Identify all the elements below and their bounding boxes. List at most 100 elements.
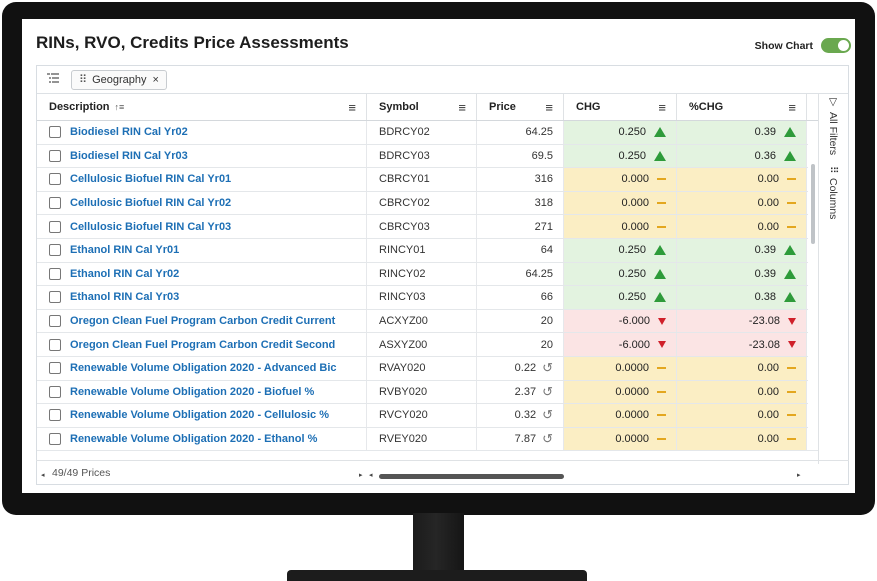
column-menu-icon[interactable]: ≡ xyxy=(788,99,796,115)
row-checkbox[interactable] xyxy=(49,197,61,210)
page-title: RINs, RVO, Credits Price Assessments xyxy=(36,33,349,52)
description-link[interactable]: Renewable Volume Obligation 2020 - Ethan… xyxy=(70,433,318,446)
row-checkbox[interactable] xyxy=(49,362,61,375)
column-header-pchg[interactable]: %CHG ≡ xyxy=(677,94,807,120)
row-checkbox[interactable] xyxy=(49,409,61,422)
table-row[interactable]: Renewable Volume Obligation 2020 - Biofu… xyxy=(37,380,819,405)
history-icon[interactable]: ↺ xyxy=(542,431,553,447)
price-value: 66 xyxy=(540,291,553,304)
price-grid: ⠿ Geography × Description ↑≡ ≡ Symbol ≡ xyxy=(36,65,849,485)
row-checkbox[interactable] xyxy=(49,173,61,186)
description-cell: Renewable Volume Obligation 2020 - Advan… xyxy=(37,356,367,380)
description-link[interactable]: Ethanol RIN Cal Yr03 xyxy=(70,291,180,304)
history-icon[interactable]: ↺ xyxy=(542,360,553,376)
row-checkbox[interactable] xyxy=(49,126,61,139)
description-link[interactable]: Cellulosic Biofuel RIN Cal Yr01 xyxy=(70,173,232,186)
row-checkbox[interactable] xyxy=(49,149,61,162)
horizontal-scroll-thumb[interactable] xyxy=(379,474,564,479)
arrow-up-icon xyxy=(784,150,796,161)
description-link[interactable]: Renewable Volume Obligation 2020 - Advan… xyxy=(70,362,337,375)
description-cell: Oregon Clean Fuel Program Carbon Credit … xyxy=(37,309,367,333)
no-change-dash-icon xyxy=(657,178,666,181)
column-menu-icon[interactable]: ≡ xyxy=(658,99,666,115)
table-row[interactable]: Cellulosic Biofuel RIN Cal Yr02 CBRCY02 … xyxy=(37,191,819,216)
description-link[interactable]: Biodiesel RIN Cal Yr03 xyxy=(70,149,188,162)
pchg-cell: 0.39 xyxy=(677,262,807,286)
scroll-right-icon[interactable]: ▸ xyxy=(359,472,363,479)
table-row[interactable]: Biodiesel RIN Cal Yr03 BDRCY03 69.5 0.25… xyxy=(37,144,819,169)
column-header-price[interactable]: Price ≡ xyxy=(477,94,564,120)
show-chart-toggle[interactable] xyxy=(821,38,851,53)
columns-tab[interactable]: ⠿ Columns xyxy=(827,166,839,219)
table-row[interactable]: Ethanol RIN Cal Yr01 RINCY01 64 0.250 0.… xyxy=(37,238,819,263)
pchg-cell: -23.08 xyxy=(677,333,807,356)
show-chart-label: Show Chart xyxy=(754,39,813,52)
description-link[interactable]: Cellulosic Biofuel RIN Cal Yr02 xyxy=(70,197,232,210)
row-checkbox[interactable] xyxy=(49,385,61,398)
description-link[interactable]: Oregon Clean Fuel Program Carbon Credit … xyxy=(70,315,336,328)
table-row[interactable]: Oregon Clean Fuel Program Carbon Credit … xyxy=(37,333,819,357)
description-link[interactable]: Ethanol RIN Cal Yr02 xyxy=(70,267,180,280)
description-cell: Renewable Volume Obligation 2020 - Ethan… xyxy=(37,427,367,451)
drag-handle-icon[interactable]: ⠿ xyxy=(79,74,87,86)
table-row[interactable]: Oregon Clean Fuel Program Carbon Credit … xyxy=(37,309,819,334)
description-link[interactable]: Renewable Volume Obligation 2020 - Cellu… xyxy=(70,409,329,422)
column-menu-icon[interactable]: ≡ xyxy=(348,99,356,115)
column-header-description[interactable]: Description ↑≡ ≡ xyxy=(37,94,367,120)
table-row[interactable]: Ethanol RIN Cal Yr03 RINCY03 66 0.250 0.… xyxy=(37,286,819,310)
all-filters-tab[interactable]: ▽ All Filters xyxy=(827,96,839,155)
sort-ascending-icon[interactable]: ↑≡ xyxy=(114,102,125,112)
pchg-cell: 0.39 xyxy=(677,238,807,262)
history-icon[interactable]: ↺ xyxy=(542,407,553,423)
price-value: 69.5 xyxy=(531,149,553,162)
table-row[interactable]: Renewable Volume Obligation 2020 - Ethan… xyxy=(37,427,819,452)
column-menu-icon[interactable]: ≡ xyxy=(545,99,553,115)
column-menu-icon[interactable]: ≡ xyxy=(458,99,466,115)
table-row[interactable]: Renewable Volume Obligation 2020 - Advan… xyxy=(37,356,819,381)
vertical-scroll-thumb[interactable] xyxy=(811,164,815,244)
table-row[interactable]: Ethanol RIN Cal Yr02 RINCY02 64.25 0.250… xyxy=(37,262,819,287)
symbol-cell: ASXYZ00 xyxy=(367,333,477,356)
symbol-cell: ACXYZ00 xyxy=(367,309,477,333)
scroll-right-icon[interactable]: ▸ xyxy=(797,472,801,479)
row-group-icon[interactable] xyxy=(47,73,59,86)
price-cell: 64 xyxy=(477,238,564,262)
table-row[interactable]: Cellulosic Biofuel RIN Cal Yr01 CBRCY01 … xyxy=(37,168,819,192)
remove-chip-icon[interactable]: × xyxy=(152,73,159,86)
monitor-stand-neck xyxy=(413,513,464,575)
table-row[interactable]: Renewable Volume Obligation 2020 - Cellu… xyxy=(37,404,819,428)
side-tool-panel: ▽ All Filters ⠿ Columns xyxy=(818,94,848,464)
symbol-cell: BDRCY03 xyxy=(367,144,477,168)
row-checkbox[interactable] xyxy=(49,338,61,351)
description-link[interactable]: Oregon Clean Fuel Program Carbon Credit … xyxy=(70,338,336,351)
price-value: 64.25 xyxy=(525,267,553,280)
symbol-header-label: Symbol xyxy=(379,101,419,113)
row-checkbox[interactable] xyxy=(49,267,61,280)
column-header-chg[interactable]: CHG ≡ xyxy=(564,94,677,120)
chg-cell: 0.000 xyxy=(564,215,677,238)
column-header-symbol[interactable]: Symbol ≡ xyxy=(367,94,477,120)
geography-group-chip[interactable]: ⠿ Geography × xyxy=(71,69,167,90)
row-checkbox[interactable] xyxy=(49,433,61,446)
pchg-cell: 0.00 xyxy=(677,380,807,404)
table-row[interactable]: Cellulosic Biofuel RIN Cal Yr03 CBRCY03 … xyxy=(37,215,819,239)
description-link[interactable]: Cellulosic Biofuel RIN Cal Yr03 xyxy=(70,220,232,233)
description-cell: Cellulosic Biofuel RIN Cal Yr03 xyxy=(37,215,367,238)
horizontal-scrollbar[interactable]: ◂ ▸ ◂ ▸ xyxy=(37,471,819,481)
vertical-scrollbar[interactable] xyxy=(808,121,818,436)
row-checkbox[interactable] xyxy=(49,315,61,328)
price-cell: 316 xyxy=(477,168,564,191)
description-link[interactable]: Biodiesel RIN Cal Yr02 xyxy=(70,126,188,139)
price-value: 7.87 xyxy=(514,433,537,446)
scroll-left-icon[interactable]: ◂ xyxy=(41,472,45,479)
row-checkbox[interactable] xyxy=(49,220,61,233)
row-checkbox[interactable] xyxy=(49,244,61,257)
scroll-left-icon[interactable]: ◂ xyxy=(369,472,373,479)
description-link[interactable]: Ethanol RIN Cal Yr01 xyxy=(70,244,180,257)
arrow-up-icon xyxy=(784,292,796,303)
chg-cell: 0.250 xyxy=(564,238,677,262)
description-link[interactable]: Renewable Volume Obligation 2020 - Biofu… xyxy=(70,385,315,398)
table-row[interactable]: Biodiesel RIN Cal Yr02 BDRCY02 64.25 0.2… xyxy=(37,121,819,145)
history-icon[interactable]: ↺ xyxy=(542,383,553,399)
row-checkbox[interactable] xyxy=(49,291,61,304)
